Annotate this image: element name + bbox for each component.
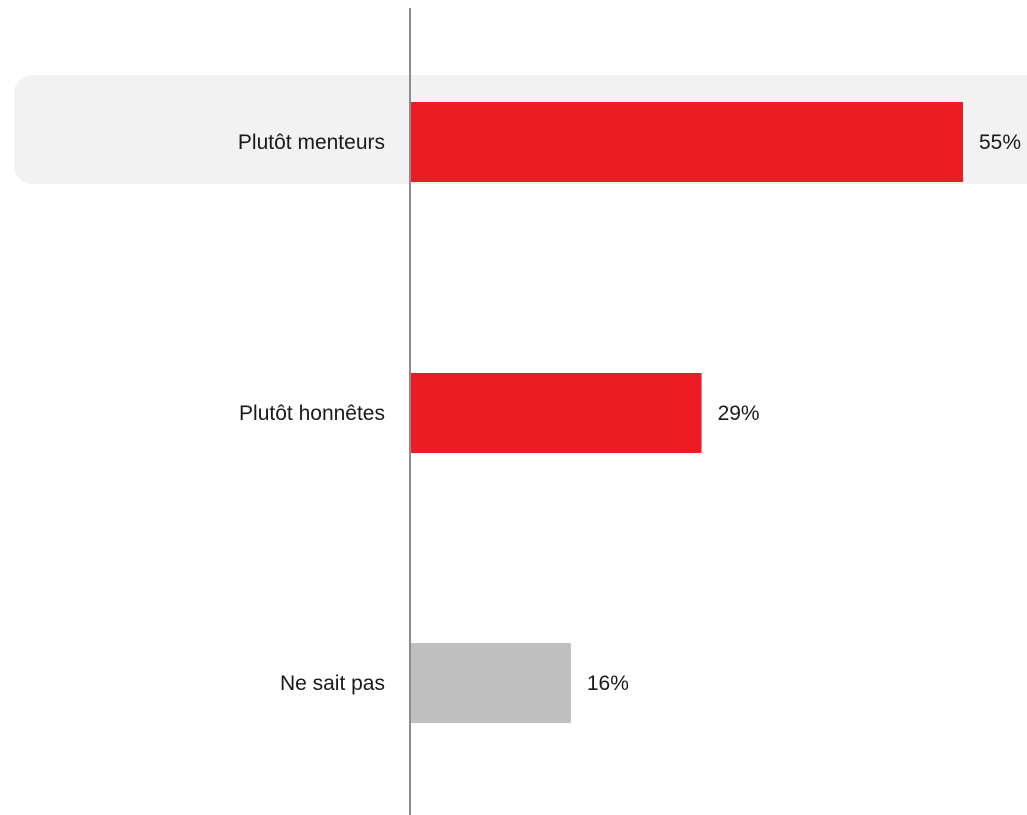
value-label-plutot-honnetes: 29% bbox=[718, 402, 760, 425]
bar-plutot-honnetes bbox=[410, 373, 702, 453]
bar-ne-sait-pas bbox=[410, 643, 571, 723]
bar-plutot-menteurs bbox=[410, 102, 963, 182]
category-label-plutot-menteurs: Plutôt menteurs bbox=[238, 131, 385, 154]
value-label-ne-sait-pas: 16% bbox=[587, 672, 629, 695]
value-label-plutot-menteurs: 55% bbox=[979, 131, 1021, 154]
category-label-plutot-honnetes: Plutôt honnêtes bbox=[239, 402, 385, 425]
category-label-ne-sait-pas: Ne sait pas bbox=[280, 672, 385, 695]
